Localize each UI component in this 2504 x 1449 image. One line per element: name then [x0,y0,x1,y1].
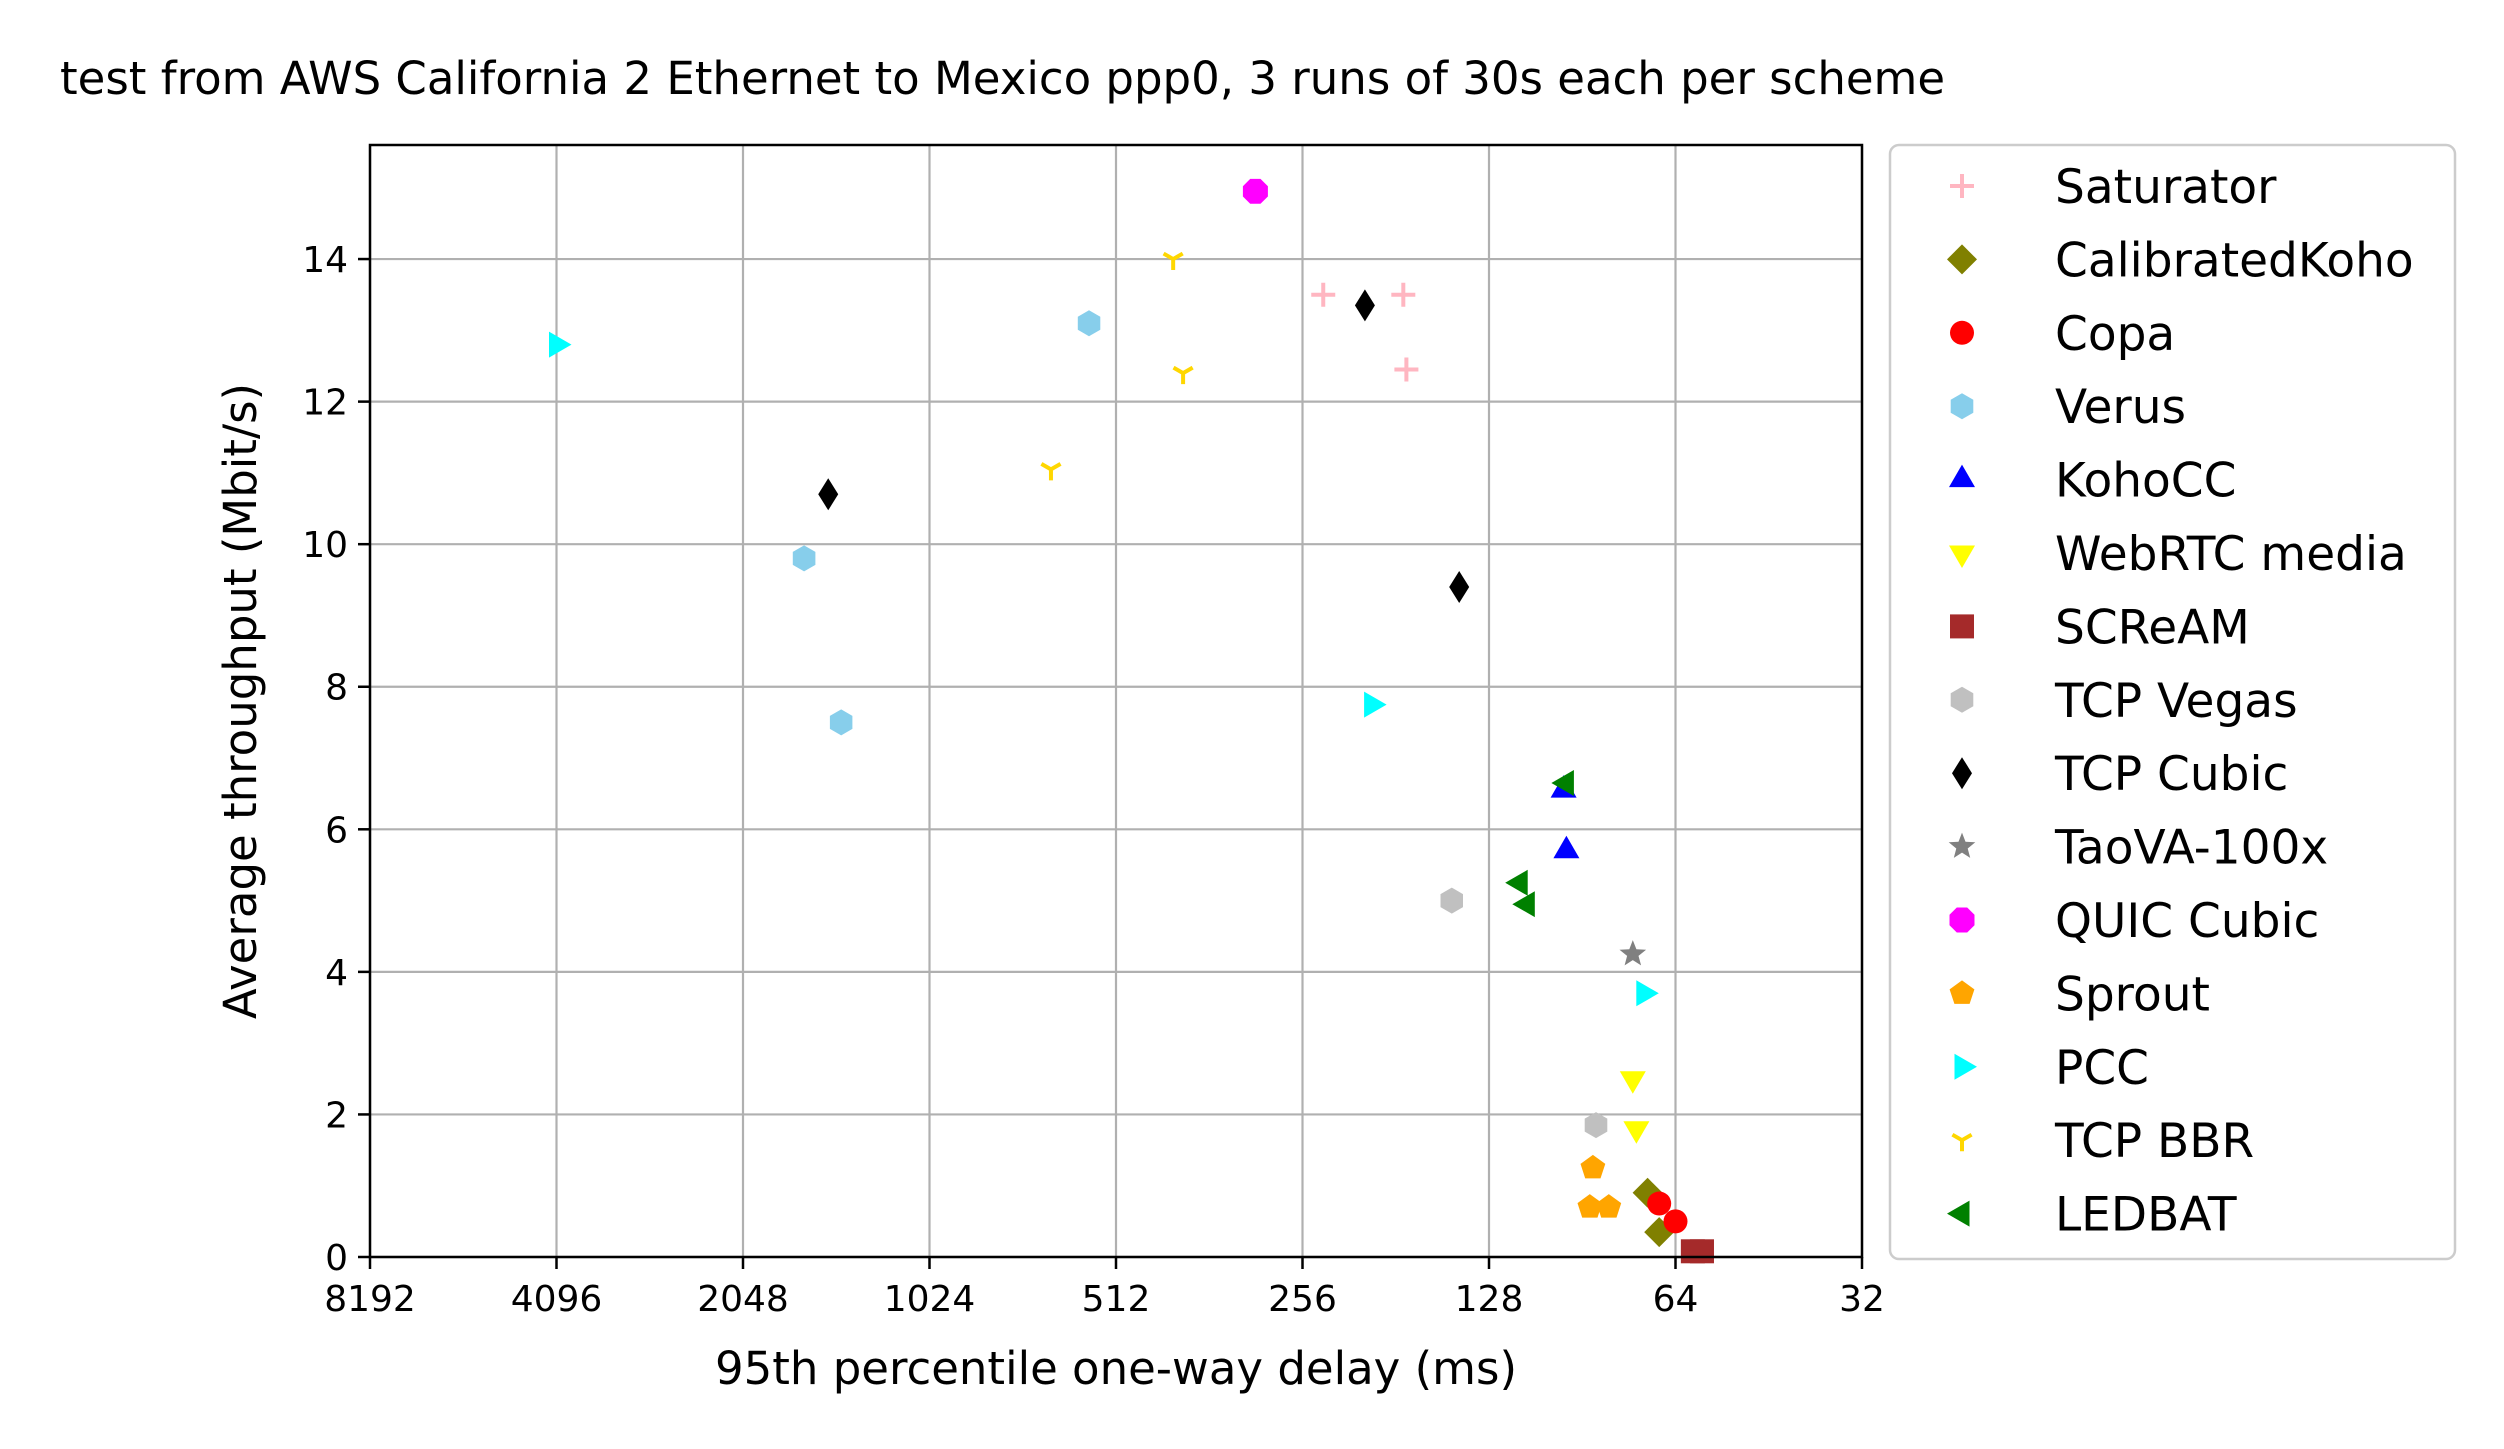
x-tick-label: 1024 [884,1279,976,1320]
legend-marker-scream [1950,614,1974,639]
x-tick-label: 256 [1268,1279,1337,1320]
data-point-pcc [549,331,572,358]
y-tick-label: 0 [325,1238,348,1279]
data-point-tcp-cubic [1354,289,1375,322]
x-tick-label: 8192 [324,1279,416,1320]
legend-label-tcp-cubic: TCP Cubic [2054,747,2288,802]
data-point-webrtc-media [1623,1121,1650,1144]
legend-marker-ledbat [1947,1200,1970,1227]
data-point-tcp-bbr [1162,251,1184,271]
legend-marker-tcp-cubic [1952,757,1972,790]
legend-marker-webrtc-media [1949,545,1975,568]
data-point-copa [1647,1191,1672,1216]
data-point-tcp-vegas [1584,1112,1608,1139]
data-point-scream [1689,1239,1714,1264]
data-point-ledbat [1505,869,1528,896]
y-axis-ticks: 0 2 4 6 8 10 12 14 [302,240,370,1279]
legend-marker-saturator [1950,174,1974,198]
legend-marker-quic-cubic [1949,907,1975,933]
y-tick-label: 14 [302,240,348,281]
legend-label-taova-100x: TaoVA-100x [2054,821,2328,876]
legend-label-ledbat: LEDBAT [2055,1188,2237,1243]
legend-label-saturator: Saturator [2055,160,2277,215]
data-point-tcp-cubic [1449,570,1470,603]
x-tick-label: 128 [1455,1279,1524,1320]
data-point-verus [792,545,816,572]
legend-marker-sprout [1949,980,1975,1004]
legend-box [1888,143,2457,1261]
data-point-saturator [1311,282,1336,307]
x-axis-label: 95th percentile one-way delay (ms) [715,1342,1517,1395]
data-point-webrtc-media [1619,1071,1646,1094]
data-point-saturator [1391,282,1416,307]
legend-marker-verus [1950,393,1974,420]
legend-marker-calibratedkoho [1947,244,1977,275]
legend-label-scream: SCReAM [2055,600,2250,655]
legend-label-pcc: PCC [2055,1041,2149,1096]
legend-label-tcp-vegas: TCP Vegas [2054,674,2298,729]
data-point-tcp-bbr [1040,462,1062,481]
legend-label-calibratedkoho: CalibratedKoho [2055,233,2414,288]
y-tick-label: 4 [325,953,348,994]
legend-marker-tcp-bbr [1951,1132,1973,1152]
y-axis-label: Average throughput (Mbit/s) [214,383,267,1019]
data-point-quic-cubic [1242,178,1268,204]
data-point-pcc [1636,980,1659,1007]
data-point-ledbat [1551,770,1574,796]
x-axis-ticks: 8192 4096 2048 1024 512 256 128 64 32 [324,1257,1885,1320]
data-point-sprout [1596,1194,1622,1218]
y-tick-label: 10 [302,525,348,566]
legend-label-verus: Verus [2055,380,2186,435]
legend-marker-tcp-vegas [1950,686,1974,713]
y-tick-label: 2 [325,1095,348,1136]
data-point-verus [1077,310,1101,337]
legend-marker-kohocc [1949,464,1975,488]
data-point-verus [829,709,853,736]
data-point-sprout [1577,1194,1603,1218]
x-tick-label: 4096 [511,1279,603,1320]
y-tick-label: 8 [325,668,348,709]
data-point-taova-100x [1619,940,1647,966]
data-point-tcp-cubic [818,478,839,511]
y-tick-label: 6 [325,810,348,851]
data-point-pcc [1364,691,1387,718]
x-tick-label: 512 [1082,1279,1151,1320]
data-point-ledbat [1512,891,1535,918]
data-point-sprout [1580,1154,1606,1179]
legend-marker-pcc [1954,1053,1977,1080]
data-point-saturator [1394,357,1419,382]
x-tick-label: 64 [1653,1279,1699,1320]
legend-label-sprout: Sprout [2055,967,2210,1022]
data-points [549,178,1714,1264]
legend-label-webrtc-media: WebRTC media [2055,527,2407,582]
x-tick-label: 2048 [697,1279,789,1320]
y-tick-label: 12 [302,383,348,424]
legend-label-kohocc: KohoCC [2055,454,2236,509]
data-point-tcp-vegas [1440,887,1463,914]
legend-label-quic-cubic: QUIC Cubic [2055,894,2319,949]
legend-label-copa: Copa [2055,307,2175,362]
legend-label-tcp-bbr: TCP BBR [2054,1114,2254,1169]
legend-marker-copa [1950,320,1974,345]
data-point-copa [1663,1209,1688,1234]
legend: Saturator CalibratedKoho Copa Verus KohoCC We… [1888,143,2457,1261]
x-tick-label: 32 [1839,1279,1885,1320]
data-point-tcp-bbr [1172,365,1194,385]
chart-title: test from AWS California 2 Ethernet to M… [60,52,1945,105]
data-point-kohocc [1553,835,1580,859]
legend-marker-taova-100x [1948,832,1976,858]
